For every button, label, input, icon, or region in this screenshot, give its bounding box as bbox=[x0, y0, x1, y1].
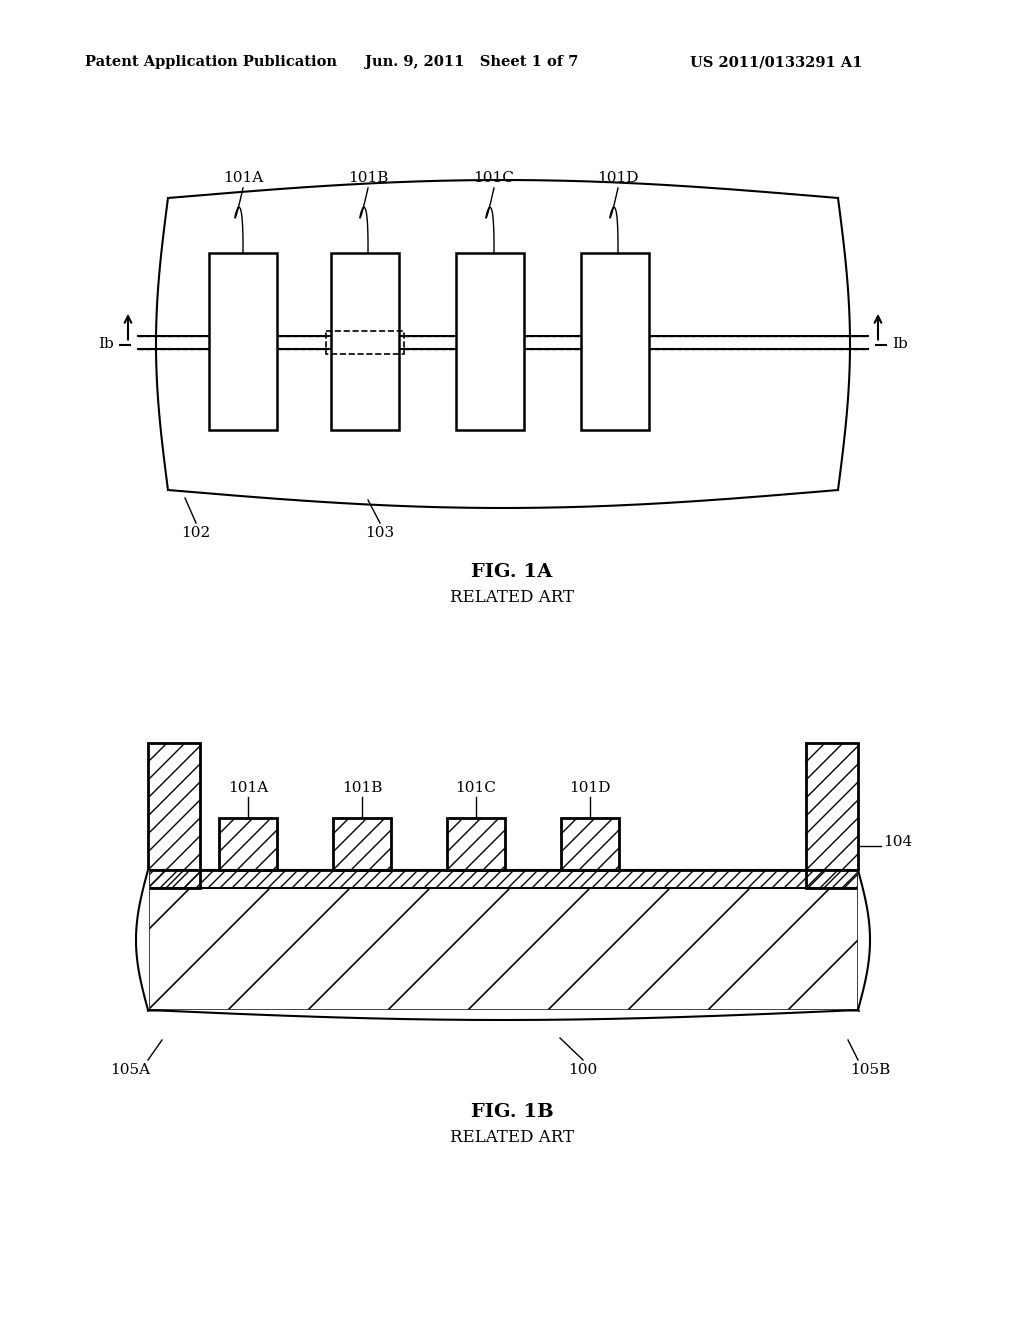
Text: 101C: 101C bbox=[473, 172, 514, 185]
Bar bbox=[219, 818, 278, 870]
Text: 101D: 101D bbox=[569, 781, 610, 795]
Text: Ib: Ib bbox=[98, 338, 114, 351]
Bar bbox=[148, 870, 858, 888]
Text: 101B: 101B bbox=[348, 172, 388, 185]
Text: 101D: 101D bbox=[597, 172, 639, 185]
Text: RELATED ART: RELATED ART bbox=[450, 1130, 574, 1147]
Text: 101A: 101A bbox=[228, 781, 268, 795]
Bar bbox=[148, 888, 858, 1010]
Bar bbox=[148, 743, 200, 888]
Text: 105B: 105B bbox=[850, 1063, 890, 1077]
Bar bbox=[148, 870, 858, 1010]
Bar bbox=[219, 818, 278, 870]
Bar bbox=[806, 743, 858, 888]
Bar bbox=[209, 253, 278, 430]
Bar bbox=[581, 253, 649, 430]
Text: 100: 100 bbox=[568, 1063, 598, 1077]
Text: Patent Application Publication: Patent Application Publication bbox=[85, 55, 337, 69]
Text: FIG. 1B: FIG. 1B bbox=[471, 1104, 553, 1121]
Bar bbox=[561, 818, 618, 870]
Bar bbox=[333, 818, 391, 870]
Bar bbox=[331, 253, 399, 430]
Text: 101C: 101C bbox=[456, 781, 497, 795]
Text: 101B: 101B bbox=[342, 781, 382, 795]
Text: RELATED ART: RELATED ART bbox=[450, 590, 574, 606]
Text: 103: 103 bbox=[366, 525, 394, 540]
Text: 104: 104 bbox=[883, 836, 912, 849]
Bar bbox=[326, 331, 404, 354]
Bar bbox=[148, 870, 858, 888]
Text: Jun. 9, 2011   Sheet 1 of 7: Jun. 9, 2011 Sheet 1 of 7 bbox=[365, 55, 579, 69]
Text: 101A: 101A bbox=[223, 172, 263, 185]
Bar bbox=[806, 743, 858, 888]
Bar bbox=[148, 743, 200, 888]
Bar bbox=[447, 818, 505, 870]
Text: FIG. 1A: FIG. 1A bbox=[471, 564, 553, 581]
Bar bbox=[561, 818, 618, 870]
Text: 102: 102 bbox=[181, 525, 211, 540]
Text: US 2011/0133291 A1: US 2011/0133291 A1 bbox=[690, 55, 862, 69]
Bar bbox=[456, 253, 524, 430]
Text: 105A: 105A bbox=[110, 1063, 151, 1077]
Bar bbox=[333, 818, 391, 870]
Bar bbox=[447, 818, 505, 870]
Text: Ib: Ib bbox=[892, 338, 907, 351]
